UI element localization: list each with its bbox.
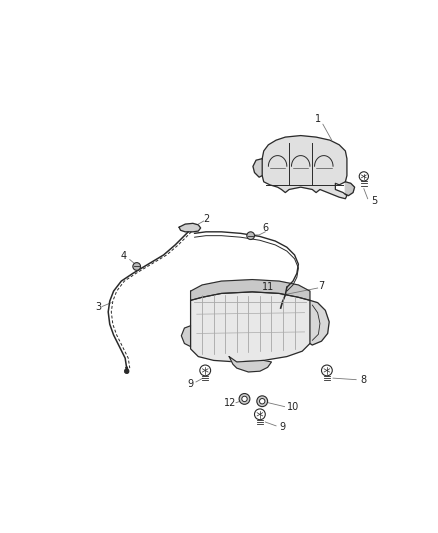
Text: 12: 12 bbox=[224, 398, 237, 408]
Polygon shape bbox=[310, 301, 329, 345]
Polygon shape bbox=[346, 182, 355, 196]
Text: 11: 11 bbox=[261, 282, 274, 292]
Polygon shape bbox=[191, 280, 310, 301]
Circle shape bbox=[247, 232, 254, 239]
Circle shape bbox=[242, 396, 247, 401]
Polygon shape bbox=[253, 159, 262, 177]
Text: 6: 6 bbox=[262, 223, 268, 233]
Circle shape bbox=[257, 396, 268, 407]
Polygon shape bbox=[229, 357, 272, 372]
Polygon shape bbox=[179, 223, 201, 232]
Circle shape bbox=[133, 263, 141, 270]
Text: 5: 5 bbox=[371, 196, 378, 206]
Circle shape bbox=[239, 393, 250, 405]
Polygon shape bbox=[181, 326, 191, 346]
Text: 10: 10 bbox=[287, 401, 299, 411]
Text: 2: 2 bbox=[203, 214, 209, 224]
Text: 4: 4 bbox=[120, 252, 127, 262]
Circle shape bbox=[124, 369, 129, 374]
Text: 9: 9 bbox=[279, 422, 285, 432]
Polygon shape bbox=[262, 135, 347, 199]
Text: 1: 1 bbox=[314, 115, 321, 124]
Circle shape bbox=[259, 399, 265, 404]
Text: 7: 7 bbox=[318, 281, 325, 290]
Text: 9: 9 bbox=[187, 378, 194, 389]
Text: 3: 3 bbox=[95, 302, 101, 311]
Text: 8: 8 bbox=[360, 375, 366, 385]
Polygon shape bbox=[191, 292, 310, 362]
